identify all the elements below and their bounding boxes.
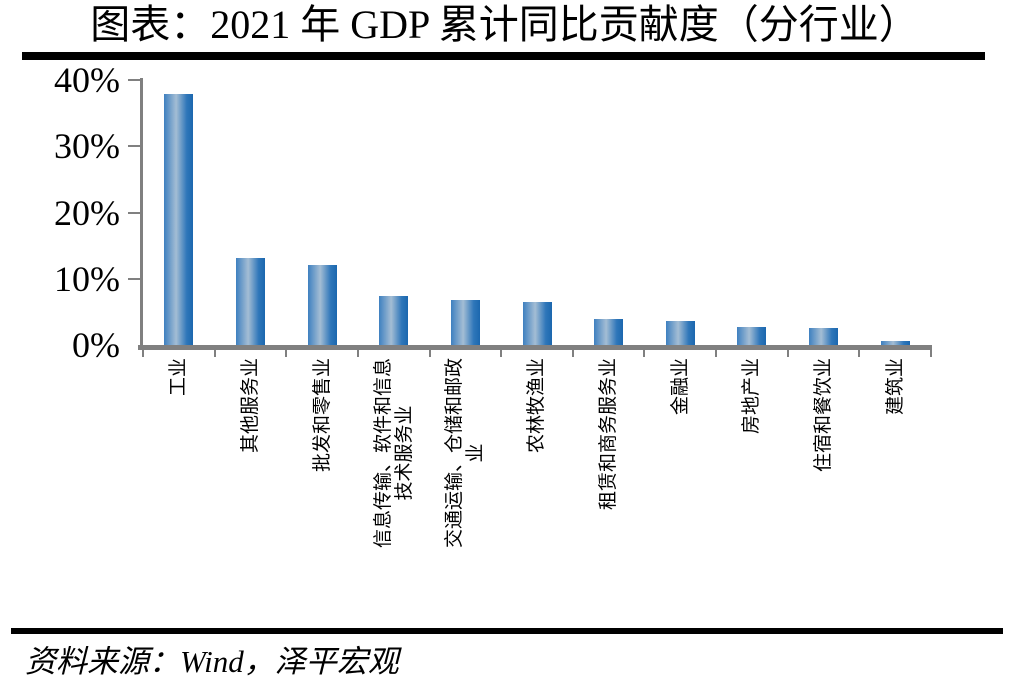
x-category-label: 其他服务业 [239,358,261,454]
x-axis-tick [500,350,502,357]
bar [809,328,838,346]
bar [737,327,766,346]
top-divider-rule [22,52,985,60]
x-axis-tick [142,350,144,357]
bar [236,258,265,346]
x-category-label: 批发和零售业 [311,358,333,473]
x-axis-tick [715,350,717,357]
x-axis-tick [285,350,287,357]
y-axis-tick-label: 10% [54,258,120,299]
y-axis-tick [128,277,141,280]
x-axis-tick [357,350,359,357]
y-axis-tick-label: 20% [54,192,120,233]
bar [881,341,910,346]
bar [451,300,480,346]
x-axis-tick [214,350,216,357]
x-category-label: 租赁和商务服务业 [598,358,620,511]
bottom-divider-rule [11,628,1003,634]
chart-area: 0% 10% 20% 30% 40% 工业 其他服务业 批发和零售业 信息传输、软件和信息 技术… [0,60,1009,628]
source-note: 资料来源：Wind，泽平宏观 [25,644,399,679]
bar [308,265,337,346]
bar [164,94,193,346]
y-axis-tick [128,145,141,148]
y-axis-tick [128,211,141,214]
y-axis-tick-label: 30% [54,126,120,167]
x-category-label: 建筑业 [884,358,906,416]
bar [594,319,623,346]
x-category-label: 工业 [168,358,190,397]
y-axis-tick-label: 40% [54,60,120,100]
bar [379,296,408,346]
x-axis-tick [572,350,574,357]
x-category-label: 金融业 [669,358,691,416]
x-category-label: 交通运输、仓储和邮政 业 [444,358,487,549]
x-category-label: 农林牧渔业 [526,358,548,454]
x-category-label: 住宿和餐饮业 [813,358,835,473]
x-category-label: 房地产业 [741,358,763,435]
x-axis-line [138,345,932,350]
x-axis-tick [858,350,860,357]
chart-title: 图表：2021 年 GDP 累计同比贡献度（分行业） [90,2,919,47]
x-axis-tick [930,350,932,357]
y-axis-line [140,78,143,350]
y-axis-tick-label: 0% [72,325,120,365]
y-axis-tick [128,79,141,81]
bar [523,302,552,346]
x-category-label: 信息传输、软件和信息 技术服务业 [372,358,415,549]
x-axis-tick [787,350,789,357]
bar [666,321,695,346]
x-axis-tick [643,350,645,357]
x-axis-tick [429,350,431,357]
